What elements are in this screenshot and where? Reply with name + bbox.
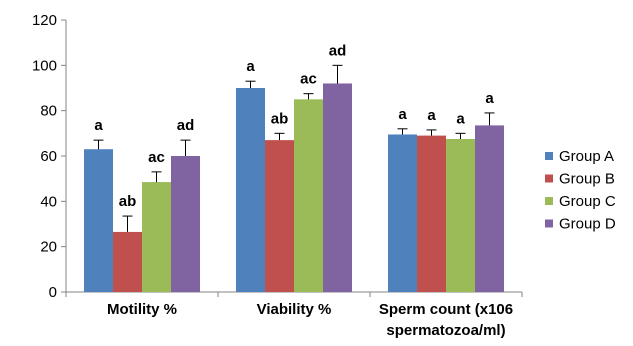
bar <box>171 156 200 292</box>
legend-label: Group D <box>559 216 616 233</box>
category-label: Sperm count (x106 <box>379 301 513 318</box>
bar <box>265 140 294 292</box>
significance-labels: a a a ab ab a ac ac a ad ad a <box>94 42 494 210</box>
legend-label: Group B <box>559 171 615 188</box>
bar <box>417 135 446 292</box>
significance-label: ab <box>271 110 289 127</box>
y-tick-label: 60 <box>40 148 57 165</box>
bar <box>446 139 475 292</box>
y-tick-label: 100 <box>32 57 57 74</box>
bar <box>142 182 171 292</box>
category-label: Viability % <box>257 301 332 318</box>
significance-label: ac <box>300 71 317 88</box>
error-bars <box>93 64 495 232</box>
legend-label: Group C <box>559 193 616 210</box>
bar <box>475 125 504 293</box>
legend-swatch <box>545 174 553 183</box>
y-tick-label: 0 <box>49 284 57 301</box>
significance-label: a <box>398 106 407 123</box>
y-tick-label: 20 <box>40 239 57 256</box>
y-tick-label: 40 <box>40 193 57 210</box>
legend: Group A Group B Group C Group D <box>545 148 616 233</box>
significance-label: a <box>94 117 103 134</box>
significance-label: ab <box>119 193 137 210</box>
legend-swatch <box>545 152 553 160</box>
bar <box>84 149 113 292</box>
significance-label: a <box>456 110 465 127</box>
significance-label: ac <box>148 149 165 166</box>
category-label: Motility % <box>107 301 177 318</box>
y-tick-label: 120 <box>32 12 57 29</box>
bar <box>294 99 323 292</box>
axes: 0 20 40 60 80 100 120 Motility % Viability % Sper… <box>32 12 523 339</box>
significance-label: ad <box>177 117 195 134</box>
bar <box>236 88 265 292</box>
significance-label: ad <box>329 42 347 59</box>
bar <box>388 134 417 292</box>
legend-swatch <box>545 197 553 205</box>
y-tick-label: 80 <box>40 103 57 120</box>
significance-label: a <box>246 58 255 75</box>
significance-label: a <box>427 107 436 124</box>
bar <box>323 83 352 292</box>
legend-label: Group A <box>559 148 614 165</box>
category-label: spermatozoa/ml) <box>386 322 505 339</box>
legend-swatch <box>545 219 553 228</box>
bars <box>84 83 504 293</box>
significance-label: a <box>485 90 494 107</box>
bar <box>113 231 142 292</box>
